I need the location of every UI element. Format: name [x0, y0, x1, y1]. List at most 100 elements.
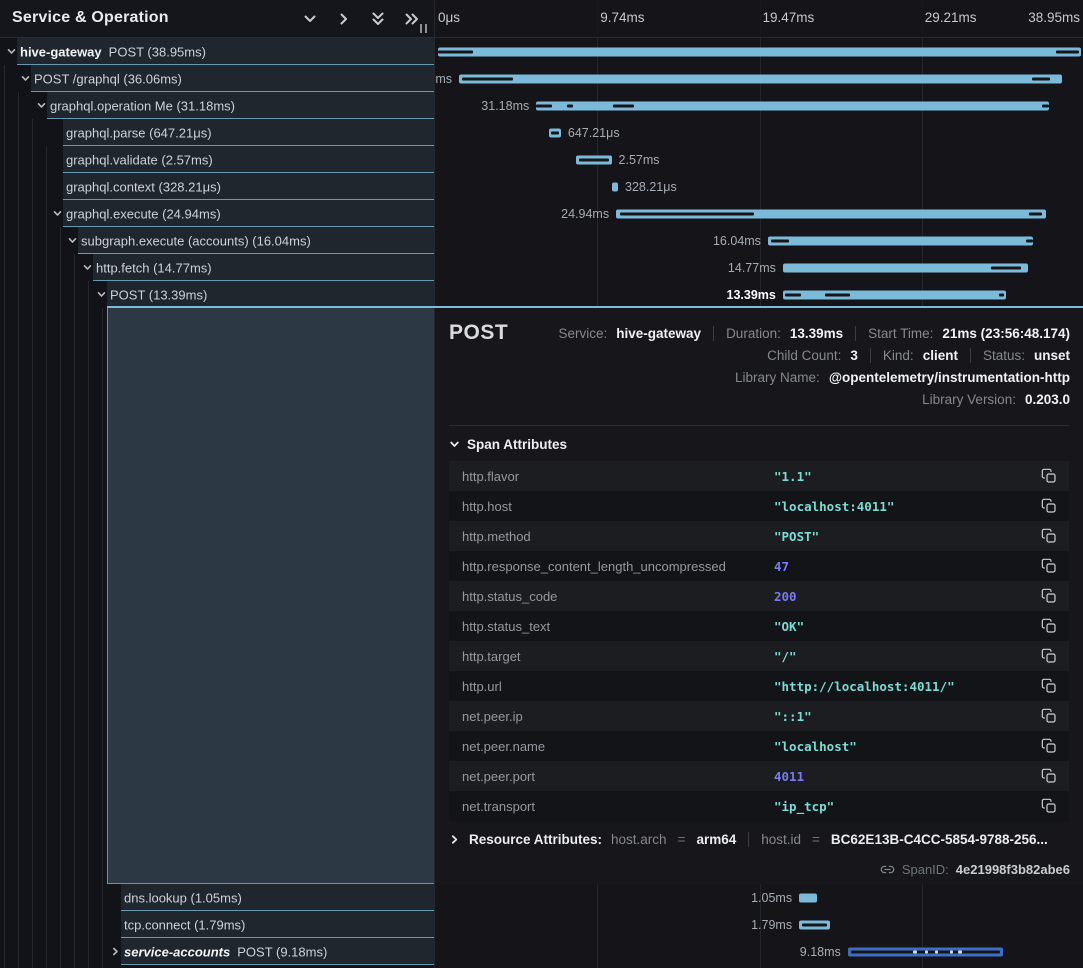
span-attributes-toggle[interactable]: Span Attributes — [449, 437, 567, 452]
span-label: tcp.connect (1.79ms) — [124, 917, 246, 932]
span-tree-row[interactable]: hive-gateway POST (38.95ms) — [0, 38, 434, 65]
attribute-value: "::1" — [774, 708, 812, 724]
span-bar[interactable] — [799, 893, 818, 902]
copy-icon[interactable] — [1041, 737, 1058, 754]
attribute-row[interactable]: http.status_code 200 — [449, 581, 1069, 611]
expand-all-icon[interactable] — [404, 11, 420, 27]
timeline-row[interactable]: 24.94ms — [435, 200, 1083, 227]
copy-icon[interactable] — [1041, 647, 1058, 664]
span-bar[interactable] — [437, 47, 1082, 56]
timeline-row[interactable]: 328.21μs — [435, 173, 1083, 200]
span-tree-row[interactable]: service-accounts POST (9.18ms) — [0, 938, 434, 965]
span-bar[interactable] — [799, 920, 830, 929]
span-bar[interactable] — [782, 290, 1007, 299]
timeline-row[interactable] — [435, 38, 1083, 65]
copy-icon[interactable] — [1041, 557, 1058, 574]
span-bar[interactable] — [549, 128, 561, 137]
child-span-tick-light — [912, 950, 917, 953]
span-bar[interactable] — [576, 155, 612, 164]
chevron-down-icon[interactable] — [6, 46, 17, 57]
chevron-down-icon[interactable] — [20, 73, 31, 84]
timeline-row[interactable]: 1.79ms — [435, 911, 1083, 938]
meta-value: 3 — [850, 347, 858, 363]
chevron-down-icon[interactable] — [36, 100, 47, 111]
tree-header-icons — [302, 11, 420, 27]
copy-icon[interactable] — [1041, 797, 1058, 814]
chevron-down-icon — [450, 441, 459, 447]
span-tree-row[interactable]: POST (13.39ms) — [0, 281, 434, 308]
attribute-row[interactable]: http.method "POST" — [449, 521, 1069, 551]
span-tree-row[interactable]: POST /graphql (36.06ms) — [0, 65, 434, 92]
timeline-row[interactable]: 9.18ms — [435, 938, 1083, 965]
collapse-all-icon[interactable] — [370, 11, 386, 27]
timeline-row[interactable]: 1.05ms — [435, 884, 1083, 911]
copy-icon[interactable] — [1041, 617, 1058, 634]
attribute-row[interactable]: net.peer.ip "::1" — [449, 701, 1069, 731]
row-underline — [63, 200, 434, 227]
chevron-down-icon[interactable] — [96, 289, 107, 300]
span-label: graphql.context (328.21μs) — [66, 179, 221, 194]
span-bar[interactable] — [847, 947, 1003, 956]
timeline-row[interactable]: 14.77ms — [435, 254, 1083, 281]
attribute-row[interactable]: net.peer.port 4011 — [449, 761, 1069, 791]
attribute-row[interactable]: http.target "/" — [449, 641, 1069, 671]
detail-divider — [449, 425, 1070, 426]
attribute-row[interactable]: http.flavor "1.1" — [449, 461, 1069, 491]
span-bar[interactable] — [536, 101, 1049, 110]
row-underline — [17, 38, 434, 65]
timeline-row[interactable]: 13.39ms — [435, 281, 1083, 308]
span-bar[interactable] — [459, 74, 1062, 83]
span-tree-row[interactable]: graphql.parse (647.21μs) — [0, 119, 434, 146]
attribute-value: 47 — [774, 558, 790, 574]
attribute-key: net.transport — [462, 798, 535, 814]
span-bar[interactable] — [612, 182, 618, 191]
expand-one-icon[interactable] — [336, 11, 352, 27]
span-tree-row[interactable]: graphql.context (328.21μs) — [0, 173, 434, 200]
resource-attributes-row[interactable]: Resource Attributes: host.arch = arm64 host… — [449, 832, 1048, 847]
span-bar[interactable] — [616, 209, 1047, 218]
resize-grip-bar — [425, 24, 427, 33]
timeline-row[interactable]: 2.57ms — [435, 146, 1083, 173]
child-span-tick — [536, 104, 552, 107]
span-tree-row[interactable]: tcp.connect (1.79ms) — [0, 911, 434, 938]
copy-icon[interactable] — [1041, 767, 1058, 784]
column-resize-handle[interactable] — [420, 24, 430, 34]
chevron-down-icon[interactable] — [52, 208, 63, 219]
span-tree-row[interactable]: graphql.operation Me (31.18ms) — [0, 92, 434, 119]
chevron-down-icon[interactable] — [67, 235, 78, 246]
attribute-row[interactable]: http.response_content_length_uncompresse… — [449, 551, 1069, 581]
span-bar[interactable] — [767, 236, 1033, 245]
span-tree-row[interactable]: graphql.validate (2.57ms) — [0, 146, 434, 173]
child-span-tick — [579, 158, 609, 161]
chevron-right-icon[interactable] — [110, 946, 121, 957]
copy-icon[interactable] — [1041, 707, 1058, 724]
meta-value: @opentelemetry/instrumentation-http — [828, 369, 1070, 385]
copy-icon[interactable] — [1041, 467, 1058, 484]
attribute-key: http.status_code — [462, 588, 558, 604]
attribute-row[interactable]: net.peer.name "localhost" — [449, 731, 1069, 761]
attribute-row[interactable]: http.status_text "OK" — [449, 611, 1069, 641]
attribute-row[interactable]: net.transport "ip_tcp" — [449, 791, 1069, 821]
timeline-row[interactable]: 16.04ms — [435, 227, 1083, 254]
service-name: hive-gateway — [20, 44, 102, 59]
collapse-one-icon[interactable] — [302, 11, 318, 27]
span-tree-row[interactable]: subgraph.execute (accounts) (16.04ms) — [0, 227, 434, 254]
attribute-value: "http://localhost:4011/" — [774, 678, 955, 694]
row-underline — [47, 92, 434, 119]
copy-icon[interactable] — [1041, 527, 1058, 544]
attribute-row[interactable]: http.host "localhost:4011" — [449, 491, 1069, 521]
timeline-row[interactable]: 31.18ms — [435, 92, 1083, 119]
span-bar[interactable] — [782, 263, 1029, 272]
copy-icon[interactable] — [1041, 587, 1058, 604]
attribute-row[interactable]: http.url "http://localhost:4011/" — [449, 671, 1069, 701]
timeline-row[interactable]: 647.21μs — [435, 119, 1083, 146]
span-label: graphql.validate (2.57ms) — [66, 152, 213, 167]
span-tree-row[interactable]: http.fetch (14.77ms) — [0, 254, 434, 281]
span-tree-row[interactable]: graphql.execute (24.94ms) — [0, 200, 434, 227]
span-tree-row[interactable]: dns.lookup (1.05ms) — [0, 884, 434, 911]
copy-icon[interactable] — [1041, 677, 1058, 694]
indent-guide-line — [88, 281, 89, 968]
copy-icon[interactable] — [1041, 497, 1058, 514]
chevron-down-icon[interactable] — [82, 262, 93, 273]
timeline-row[interactable]: 36.06ms — [435, 65, 1083, 92]
